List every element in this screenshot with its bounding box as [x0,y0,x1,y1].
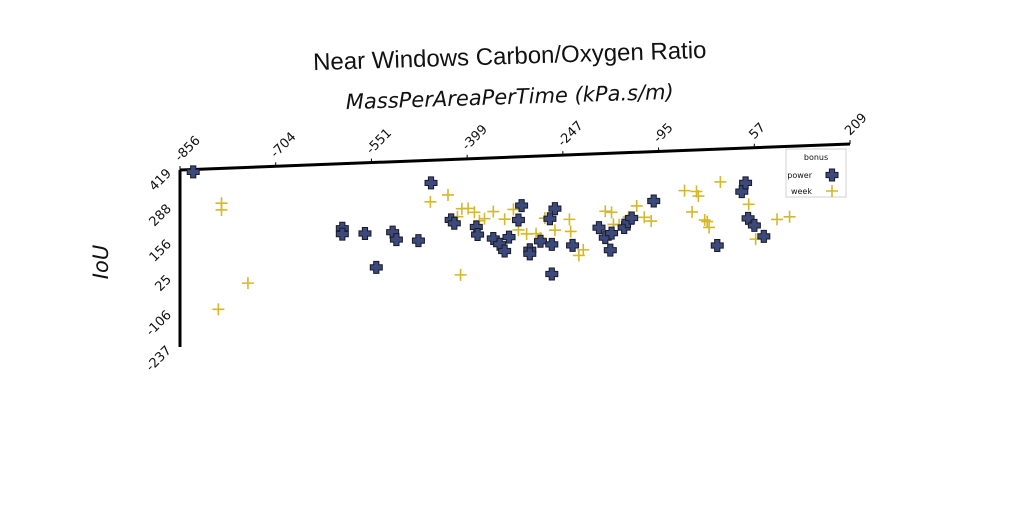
data-point-week [692,190,705,203]
y-tick-label: -106 [143,308,174,339]
data-point-power [710,238,724,252]
legend-marker-week [826,185,838,197]
y-axis-label: IoU [89,245,113,279]
data-point-power [603,243,617,257]
data-point-week [577,243,590,256]
data-point-week [698,214,711,227]
data-point-power [533,234,547,248]
x-tick-label: 57 [747,120,769,142]
x-tick-label: -704 [268,130,299,161]
data-point-power [543,212,557,226]
data-point-power [747,218,761,232]
x-tick-label: -95 [651,121,677,147]
legend-label-power: power [787,171,812,180]
data-point-power [605,226,619,240]
data-point-power [502,230,516,244]
x-tick-label: -551 [364,126,395,157]
data-point-power [389,233,403,247]
y-tick-label: -237 [143,343,174,374]
data-point-week [714,175,727,188]
data-point-power [625,211,639,225]
data-point-power [566,238,580,252]
legend-label-week: week [791,187,812,196]
y-tick-label: 156 [147,237,175,265]
data-point-week [638,211,651,224]
y-tick-label: 288 [147,202,175,230]
data-point-power [545,237,559,251]
data-point-week [462,202,475,215]
data-point-week [678,184,691,197]
x-tick-label: -247 [555,118,586,149]
data-point-week [498,213,511,226]
data-point-power [471,228,485,242]
data-point-power [498,244,512,258]
data-point-week [454,268,467,281]
data-point-power [545,267,559,281]
data-point-power [523,247,537,261]
data-point-power [739,176,753,190]
data-point-week [424,195,437,208]
x-tick-label: -399 [459,122,490,153]
data-point-week [701,215,714,228]
legend: bonus power week [785,148,847,198]
data-point-week [468,206,481,219]
data-point-week [215,203,228,216]
data-point-power [647,194,661,208]
x-axis-label: MassPerAreaPerTime (kPa.s/m) [345,80,674,114]
data-point-week [212,303,225,316]
data-point-week [645,215,658,228]
data-point-week [783,210,796,223]
data-point-week [564,225,577,238]
data-point-power [411,234,425,248]
chart-title: Near Windows Carbon/Oxygen Ratio [313,37,707,76]
data-point-week [605,206,618,219]
data-point-week [442,188,454,201]
data-point-power [186,165,200,179]
data-points [186,165,796,316]
data-point-week [686,205,699,218]
legend-marker-power [825,168,839,182]
data-point-power [369,260,383,274]
data-point-week [563,213,576,226]
x-axis-line [179,142,851,172]
data-point-week [507,203,520,216]
y-tick-label: 25 [153,272,175,294]
data-point-power [592,221,606,235]
legend-title: bonus [804,153,828,162]
data-point-power [757,229,771,243]
data-point-week [548,224,561,237]
axes [178,142,851,347]
data-point-power [358,227,372,241]
data-point-power [335,227,349,241]
data-point-week [478,212,491,225]
data-point-week [241,277,254,290]
data-point-power [424,176,438,190]
data-point-power [511,213,525,227]
x-tick-label: 209 [842,111,870,139]
data-point-week [599,205,612,218]
x-tick-label: -856 [172,133,203,164]
data-point-week [703,221,716,234]
data-point-week [771,213,784,226]
data-point-power [548,202,562,216]
data-point-week [487,205,500,218]
data-point-power [515,199,529,213]
data-point-week [630,199,643,212]
y-tick-label: 419 [147,166,175,194]
data-point-week [742,198,755,211]
data-point-power [447,216,461,230]
